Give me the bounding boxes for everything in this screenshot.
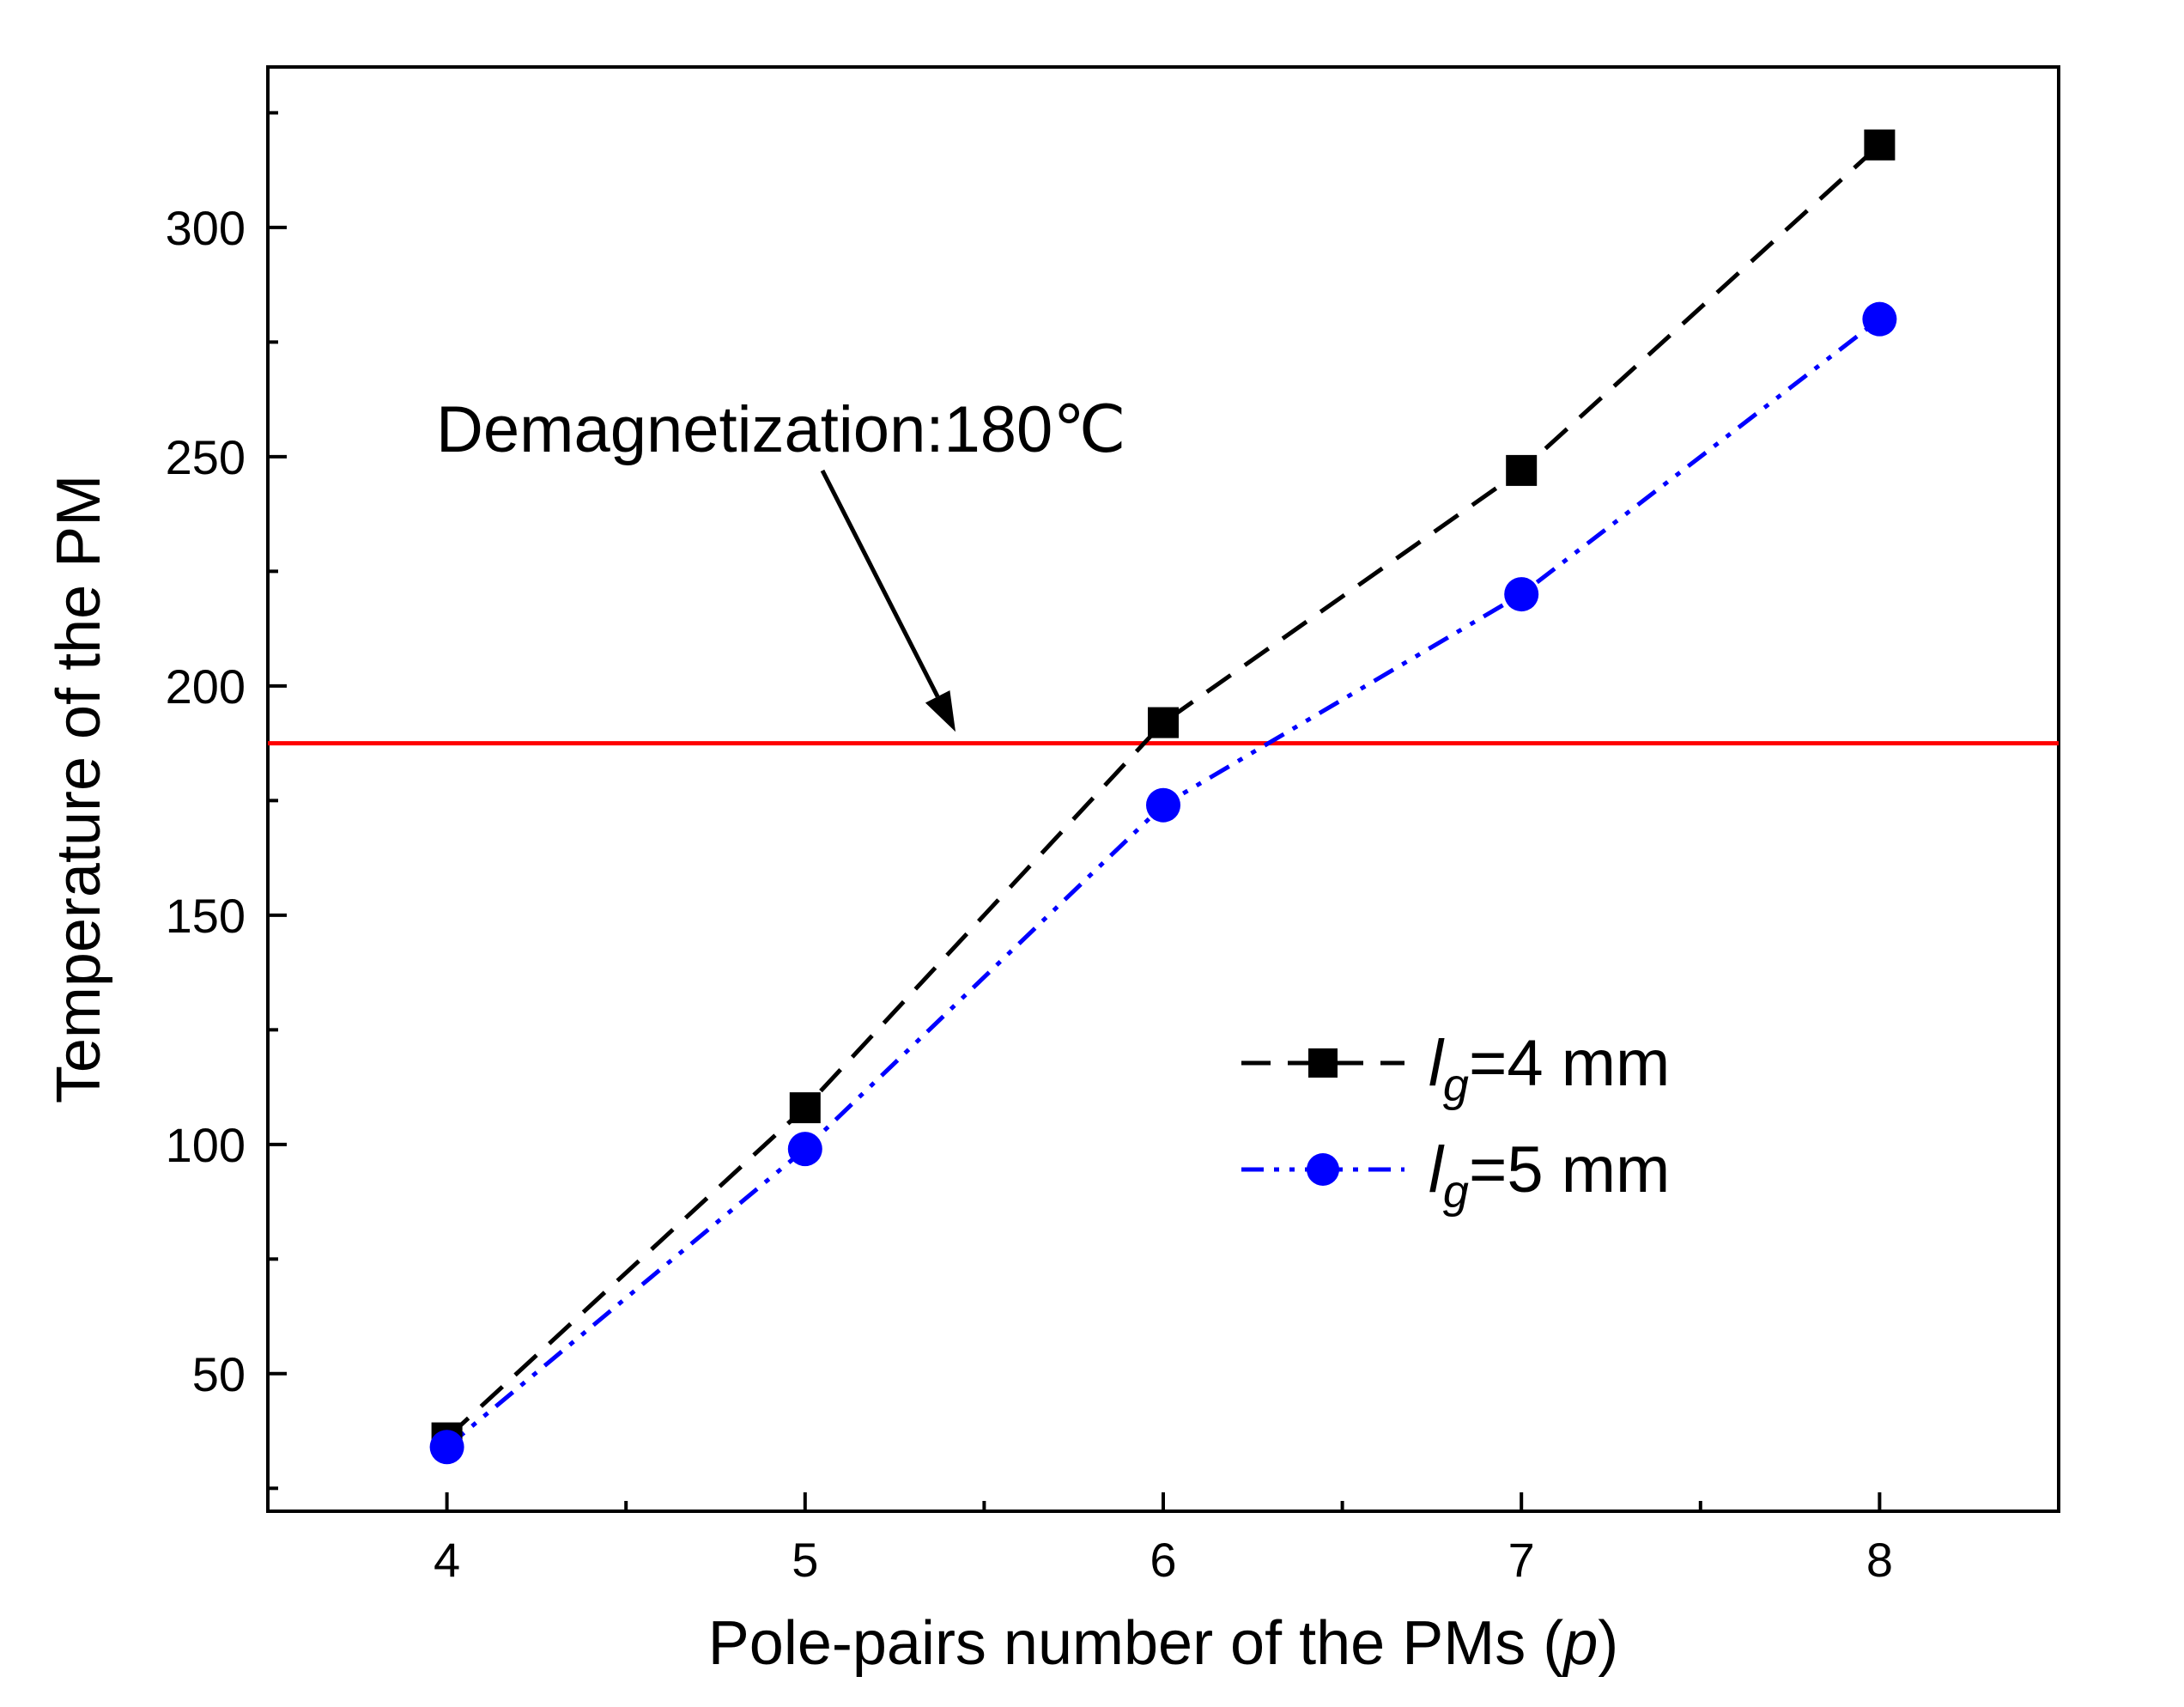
data-point-circle — [787, 1132, 822, 1167]
legend-rest-lg4: =4 mm — [1469, 1027, 1670, 1100]
data-point-circle — [1862, 301, 1897, 337]
legend-symbol-lg5: l — [1429, 1133, 1445, 1206]
legend-marker-square — [1308, 1048, 1338, 1078]
data-point-square — [1864, 129, 1896, 161]
y-tick-label: 250 — [166, 430, 246, 484]
y-tick-label: 150 — [166, 889, 246, 943]
y-tick-label: 100 — [166, 1118, 246, 1172]
legend-entry-lg4: lg=4 mm — [1241, 1027, 1670, 1111]
x-tick-label: 7 — [1508, 1533, 1535, 1587]
x-axis-title: Pole-pairs number of the PMs (p) — [708, 1609, 1618, 1678]
series-line-0 — [445, 143, 1882, 1440]
x-tick-label: 8 — [1866, 1533, 1893, 1587]
legend-entry-lg5: lg=5 mm — [1241, 1133, 1670, 1218]
y-axis-title: Temperature of the PM — [45, 475, 113, 1103]
data-point-square — [1148, 707, 1179, 738]
x-tick-label: 6 — [1150, 1533, 1176, 1587]
y-tick-label: 300 — [166, 201, 246, 255]
series-line-1 — [446, 317, 1881, 1449]
legend: lg=4 mm lg=5 mm — [1241, 1027, 1670, 1218]
y-tick-label: 50 — [192, 1347, 246, 1401]
data-point-circle — [429, 1430, 464, 1465]
demagnetization-label: Demagnetization:180℃ — [436, 393, 1126, 466]
legend-label-lg5: lg=5 mm — [1429, 1133, 1670, 1218]
data-point-circle — [1146, 787, 1180, 823]
legend-rest-lg5: =5 mm — [1469, 1133, 1670, 1206]
x-tick-label: 5 — [792, 1533, 818, 1587]
data-point-square — [1506, 454, 1538, 486]
x-axis-title-close: ) — [1598, 1609, 1618, 1678]
x-axis-title-main: Pole-pairs number of the PMs ( — [708, 1609, 1563, 1678]
legend-subscript-lg5: g — [1443, 1166, 1469, 1218]
data-point-square — [789, 1092, 821, 1124]
legend-symbol-lg4: l — [1429, 1027, 1445, 1100]
legend-marker-circle — [1307, 1153, 1339, 1186]
demagnetization-annotation: Demagnetization:180℃ — [436, 393, 1126, 732]
annotation-arrow — [820, 469, 940, 698]
legend-subscript-lg4: g — [1443, 1060, 1469, 1111]
x-axis-title-variable: p — [1562, 1609, 1598, 1678]
annotation-arrowhead — [925, 690, 956, 732]
data-point-circle — [1504, 577, 1539, 612]
legend-label-lg4: lg=4 mm — [1429, 1027, 1670, 1111]
y-tick-label: 200 — [166, 659, 246, 714]
x-tick-label: 4 — [434, 1533, 460, 1587]
